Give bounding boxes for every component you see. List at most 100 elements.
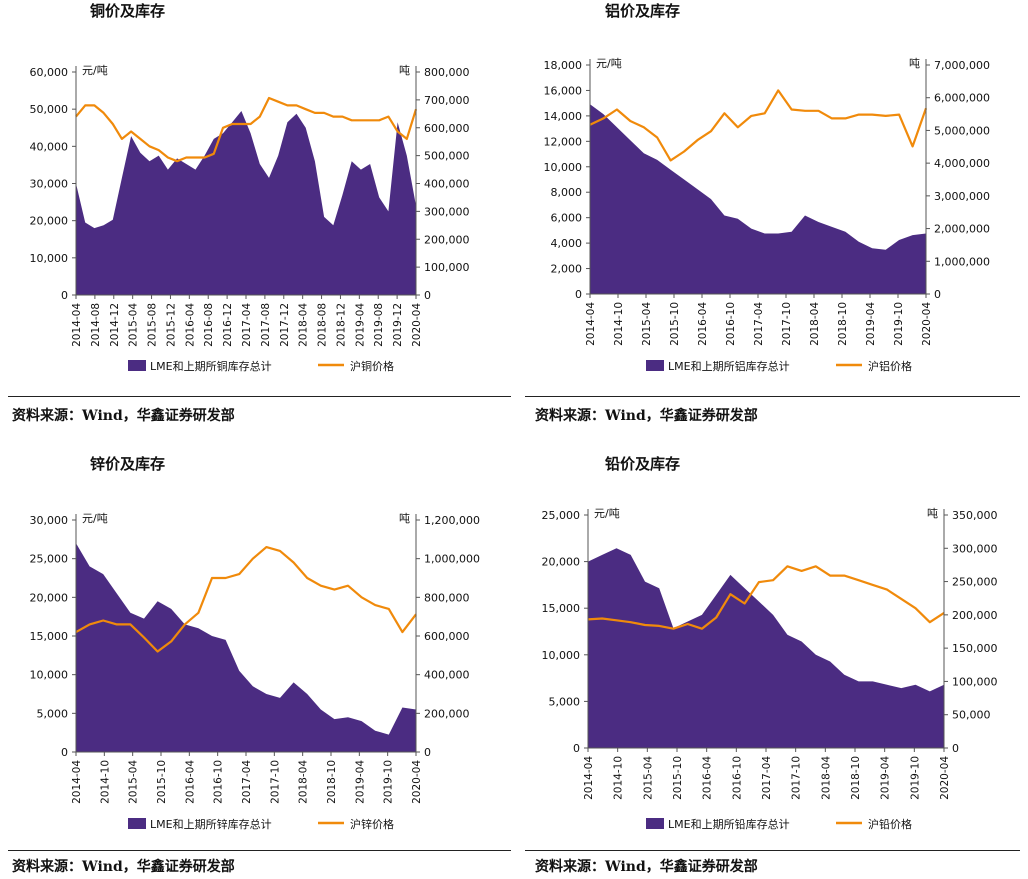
right-tick-label: 100,000 — [424, 261, 470, 274]
x-tick-label: 2014-10 — [613, 302, 625, 346]
right-unit-label: 吨 — [399, 512, 410, 525]
right-unit-label: 吨 — [927, 507, 938, 520]
right-unit-label: 吨 — [399, 64, 410, 77]
x-tick-label: 2017-04 — [241, 303, 253, 347]
x-tick-label: 2015-10 — [672, 756, 684, 800]
left-tick-label: 4,000 — [551, 237, 583, 250]
left-tick-label: 60,000 — [30, 66, 69, 79]
x-tick-label: 2017-04 — [753, 302, 765, 346]
right-tick-label: 200,000 — [424, 233, 470, 246]
x-tick-label: 2015-04 — [128, 303, 140, 347]
x-tick-label: 2014-10 — [613, 756, 625, 800]
right-tick-label: 350,000 — [952, 509, 998, 522]
x-tick-label: 2016-04 — [184, 760, 196, 804]
left-tick-label: 20,000 — [30, 215, 69, 228]
left-tick-label: 10,000 — [542, 649, 581, 662]
right-tick-label: 0 — [424, 746, 431, 759]
legend-area-swatch — [646, 360, 664, 371]
source-note: 资料来源：Wind，华鑫证券研发部 — [535, 408, 758, 424]
left-tick-label: 40,000 — [30, 140, 69, 153]
right-tick-label: 1,200,000 — [424, 514, 480, 527]
left-unit-label: 元/吨 — [82, 512, 108, 525]
right-tick-label: 800,000 — [424, 66, 470, 79]
x-tick-label: 2018-04 — [820, 756, 832, 800]
left-unit-label: 元/吨 — [82, 64, 108, 77]
x-tick-label: 2019-04 — [354, 303, 366, 347]
left-tick-label: 5,000 — [37, 707, 69, 720]
right-tick-label: 100,000 — [952, 675, 998, 688]
legend-line-label: 沪铝价格 — [868, 359, 912, 373]
right-tick-label: 600,000 — [424, 630, 470, 643]
right-tick-label: 250,000 — [952, 576, 998, 589]
right-tick-label: 2,000,000 — [934, 223, 990, 236]
left-tick-label: 18,000 — [544, 59, 583, 72]
price-line — [75, 546, 417, 653]
x-tick-label: 2017-08 — [260, 303, 272, 347]
x-tick-label: 2018-04 — [298, 760, 310, 804]
left-tick-label: 6,000 — [551, 212, 583, 225]
x-tick-label: 2014-04 — [583, 756, 595, 800]
left-tick-label: 0 — [575, 288, 582, 301]
left-tick-label: 8,000 — [551, 186, 583, 199]
right-tick-label: 500,000 — [424, 150, 470, 163]
left-tick-label: 20,000 — [542, 556, 581, 569]
price-line — [589, 89, 928, 162]
legend-area-swatch — [128, 360, 146, 371]
right-tick-label: 4,000,000 — [934, 157, 990, 170]
x-tick-label: 2018-10 — [850, 756, 862, 800]
x-tick-label: 2016-10 — [213, 760, 225, 804]
divider — [8, 396, 511, 397]
left-tick-label: 50,000 — [30, 103, 69, 116]
legend-area-label: LME和上期所铅库存总计 — [668, 817, 790, 831]
x-tick-label: 2017-10 — [269, 760, 281, 804]
left-tick-label: 5,000 — [549, 695, 581, 708]
right-tick-label: 800,000 — [424, 591, 470, 604]
x-tick-label: 2018-04 — [809, 302, 821, 346]
x-tick-label: 2019-04 — [865, 302, 877, 346]
right-tick-label: 300,000 — [424, 205, 470, 218]
source-note: 资料来源：Wind，华鑫证券研发部 — [12, 859, 235, 875]
x-tick-label: 2018-10 — [837, 302, 849, 346]
divider — [525, 850, 1020, 851]
right-tick-label: 3,000,000 — [934, 190, 990, 203]
x-tick-label: 2014-04 — [71, 303, 83, 347]
left-tick-label: 2,000 — [551, 263, 583, 276]
x-tick-label: 2016-04 — [184, 303, 196, 347]
divider — [525, 396, 1020, 397]
inventory-area — [590, 104, 926, 294]
legend-line-label: 沪铅价格 — [868, 817, 912, 831]
panel-title: 锌价及库存 — [90, 455, 166, 473]
copper-chart: 0 10,000 20,000 30,000 40,000 50,000 60,000 0 10… — [30, 64, 470, 373]
x-tick-label: 2014-10 — [99, 760, 111, 804]
x-tick-label: 2019-08 — [373, 303, 385, 347]
x-tick-label: 2019-12 — [392, 303, 404, 347]
right-tick-label: 300,000 — [952, 542, 998, 555]
right-tick-label: 7,000,000 — [934, 59, 990, 72]
left-tick-label: 30,000 — [30, 514, 69, 527]
right-tick-label: 600,000 — [424, 122, 470, 135]
legend-area-label: LME和上期所铝库存总计 — [668, 359, 790, 373]
x-tick-label: 2019-04 — [354, 760, 366, 804]
x-tick-label: 2016-10 — [725, 302, 737, 346]
x-tick-label: 2019-04 — [880, 756, 892, 800]
x-tick-label: 2019-10 — [383, 760, 395, 804]
left-tick-label: 0 — [61, 746, 68, 759]
inventory-area — [76, 111, 416, 295]
right-tick-label: 1,000,000 — [424, 553, 480, 566]
left-tick-label: 25,000 — [542, 509, 581, 522]
x-tick-label: 2015-12 — [165, 303, 177, 347]
right-tick-label: 0 — [424, 289, 431, 302]
left-unit-label: 元/吨 — [596, 57, 622, 70]
x-tick-label: 2019-10 — [909, 756, 921, 800]
x-tick-label: 2016-04 — [702, 756, 714, 800]
x-tick-label: 2015-04 — [128, 760, 140, 804]
left-tick-label: 30,000 — [30, 178, 69, 191]
x-tick-label: 2020-04 — [939, 756, 951, 800]
left-tick-label: 25,000 — [30, 553, 69, 566]
x-tick-label: 2020-04 — [411, 760, 423, 804]
x-tick-label: 2014-08 — [90, 303, 102, 347]
left-tick-label: 0 — [61, 289, 68, 302]
x-tick-label: 2014-04 — [71, 760, 83, 804]
source-note: 资料来源：Wind，华鑫证券研发部 — [12, 408, 235, 424]
x-tick-label: 2016-12 — [222, 303, 234, 347]
